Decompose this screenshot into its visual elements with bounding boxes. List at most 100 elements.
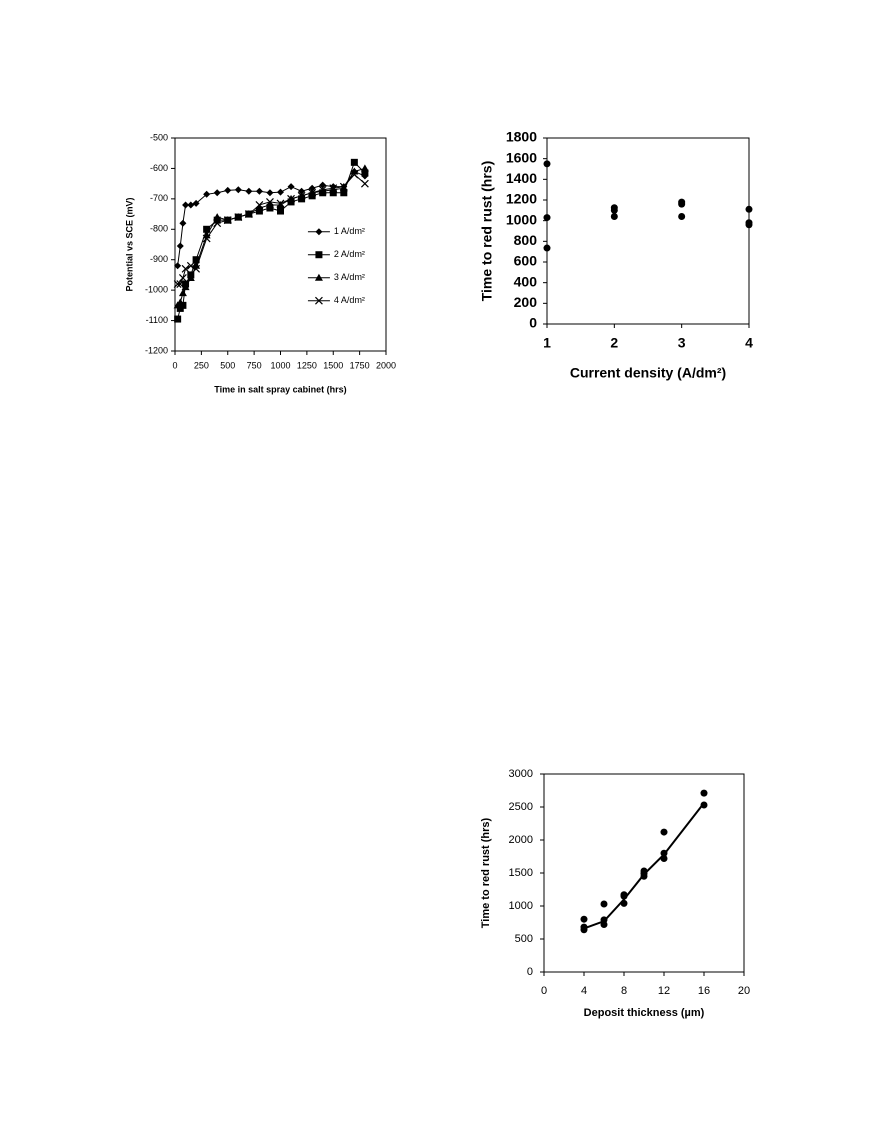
- marker-diamond: [255, 187, 263, 195]
- marker-circle: [700, 789, 708, 797]
- marker-diamond: [203, 190, 211, 198]
- y-tick-label: -1000: [145, 285, 168, 295]
- marker-x: [339, 182, 348, 191]
- y-tick-label: -1100: [146, 315, 168, 325]
- x-tick-label: 250: [194, 360, 209, 370]
- series-line: [177, 167, 366, 306]
- marker-diamond: [266, 189, 274, 197]
- x-axis-label: Current density (A/dm²): [570, 365, 726, 381]
- marker-circle: [543, 214, 551, 222]
- marker-x: [178, 274, 187, 282]
- marker-diamond: [277, 188, 284, 196]
- y-tick-label: 3000: [509, 768, 533, 780]
- marker-triangle: [360, 164, 369, 172]
- marker-square: [277, 207, 284, 215]
- legend-label: 4 A/dm²: [334, 295, 365, 305]
- marker-x: [223, 216, 232, 225]
- marker-square: [350, 158, 358, 166]
- x-tick-label: 0: [541, 985, 547, 997]
- marker-square: [361, 169, 369, 177]
- y-tick-label: 1600: [506, 149, 537, 165]
- x-tick-label: 750: [247, 360, 262, 370]
- x-tick-label: 1: [543, 335, 551, 351]
- marker-diamond: [179, 219, 187, 227]
- x-tick-label: 3: [678, 335, 686, 351]
- series-line: [177, 173, 366, 285]
- marker-diamond: [187, 201, 195, 209]
- legend-marker: [314, 273, 323, 281]
- marker-diamond: [192, 199, 200, 207]
- y-tick-label: 800: [514, 232, 538, 248]
- y-tick-label: 600: [514, 253, 538, 269]
- marker-diamond: [174, 262, 182, 270]
- plot-frame: [546, 137, 750, 325]
- marker-square: [174, 315, 182, 323]
- y-tick-label: 2000: [509, 834, 533, 846]
- marker-circle: [745, 221, 753, 229]
- marker-x: [181, 264, 190, 273]
- marker-circle: [600, 900, 608, 908]
- legend-marker: [315, 251, 323, 259]
- y-tick-label: 1000: [509, 900, 533, 912]
- marker-triangle: [265, 200, 274, 208]
- y-tick-label: -700: [150, 193, 168, 203]
- marker-x: [234, 213, 243, 222]
- x-axis-label: Time in salt spray cabinet (hrs): [214, 384, 346, 394]
- marker-circle: [660, 828, 668, 836]
- y-tick-label: -600: [150, 163, 168, 173]
- marker-circle: [543, 244, 551, 252]
- x-tick-label: 12: [658, 985, 670, 997]
- marker-x: [202, 234, 211, 243]
- x-tick-label: 1500: [323, 360, 343, 370]
- y-tick-label: 1200: [506, 191, 537, 207]
- marker-circle: [610, 213, 618, 221]
- x-tick-label: 2: [610, 335, 618, 351]
- marker-square: [266, 204, 274, 212]
- marker-triangle: [176, 298, 185, 306]
- marker-circle: [745, 205, 753, 213]
- x-tick-label: 8: [621, 985, 627, 997]
- marker-circle: [610, 206, 618, 214]
- marker-x: [276, 199, 285, 208]
- marker-circle: [580, 915, 588, 923]
- marker-diamond: [308, 184, 316, 192]
- marker-x: [266, 197, 274, 206]
- marker-triangle: [178, 289, 187, 297]
- marker-triangle: [181, 283, 190, 291]
- x-tick-label: 4: [581, 985, 587, 997]
- y-tick-label: -1200: [145, 345, 168, 355]
- marker-x: [360, 179, 369, 188]
- marker-circle: [543, 160, 551, 168]
- marker-x: [176, 280, 185, 288]
- y-tick-label: 2500: [509, 801, 533, 813]
- marker-x: [213, 219, 222, 228]
- x-tick-label: 1000: [270, 360, 290, 370]
- series-line: [583, 802, 705, 930]
- y-axis-label: Time to red rust (hrs): [480, 817, 492, 928]
- marker-x: [318, 185, 327, 194]
- marker-x: [350, 170, 359, 179]
- y-tick-label: 1400: [506, 170, 537, 186]
- x-tick-label: 1750: [350, 360, 370, 370]
- marker-square: [179, 301, 187, 309]
- y-tick-label: -800: [150, 224, 168, 234]
- marker-x: [255, 201, 264, 209]
- marker-square: [192, 256, 200, 264]
- marker-circle: [678, 200, 686, 208]
- x-tick-label: 2000: [376, 360, 396, 370]
- marker-x: [329, 184, 338, 193]
- marker-square: [203, 225, 211, 233]
- legend-marker: [315, 296, 323, 305]
- y-tick-label: -900: [150, 254, 168, 264]
- marker-diamond: [213, 189, 221, 197]
- y-axis-label: Time to red rust (hrs): [479, 161, 495, 302]
- y-tick-label: 200: [514, 294, 538, 310]
- marker-square: [329, 189, 337, 197]
- marker-square: [340, 189, 348, 197]
- marker-square: [255, 207, 263, 215]
- marker-x: [297, 191, 306, 200]
- x-tick-label: 16: [698, 985, 710, 997]
- marker-x: [244, 210, 253, 218]
